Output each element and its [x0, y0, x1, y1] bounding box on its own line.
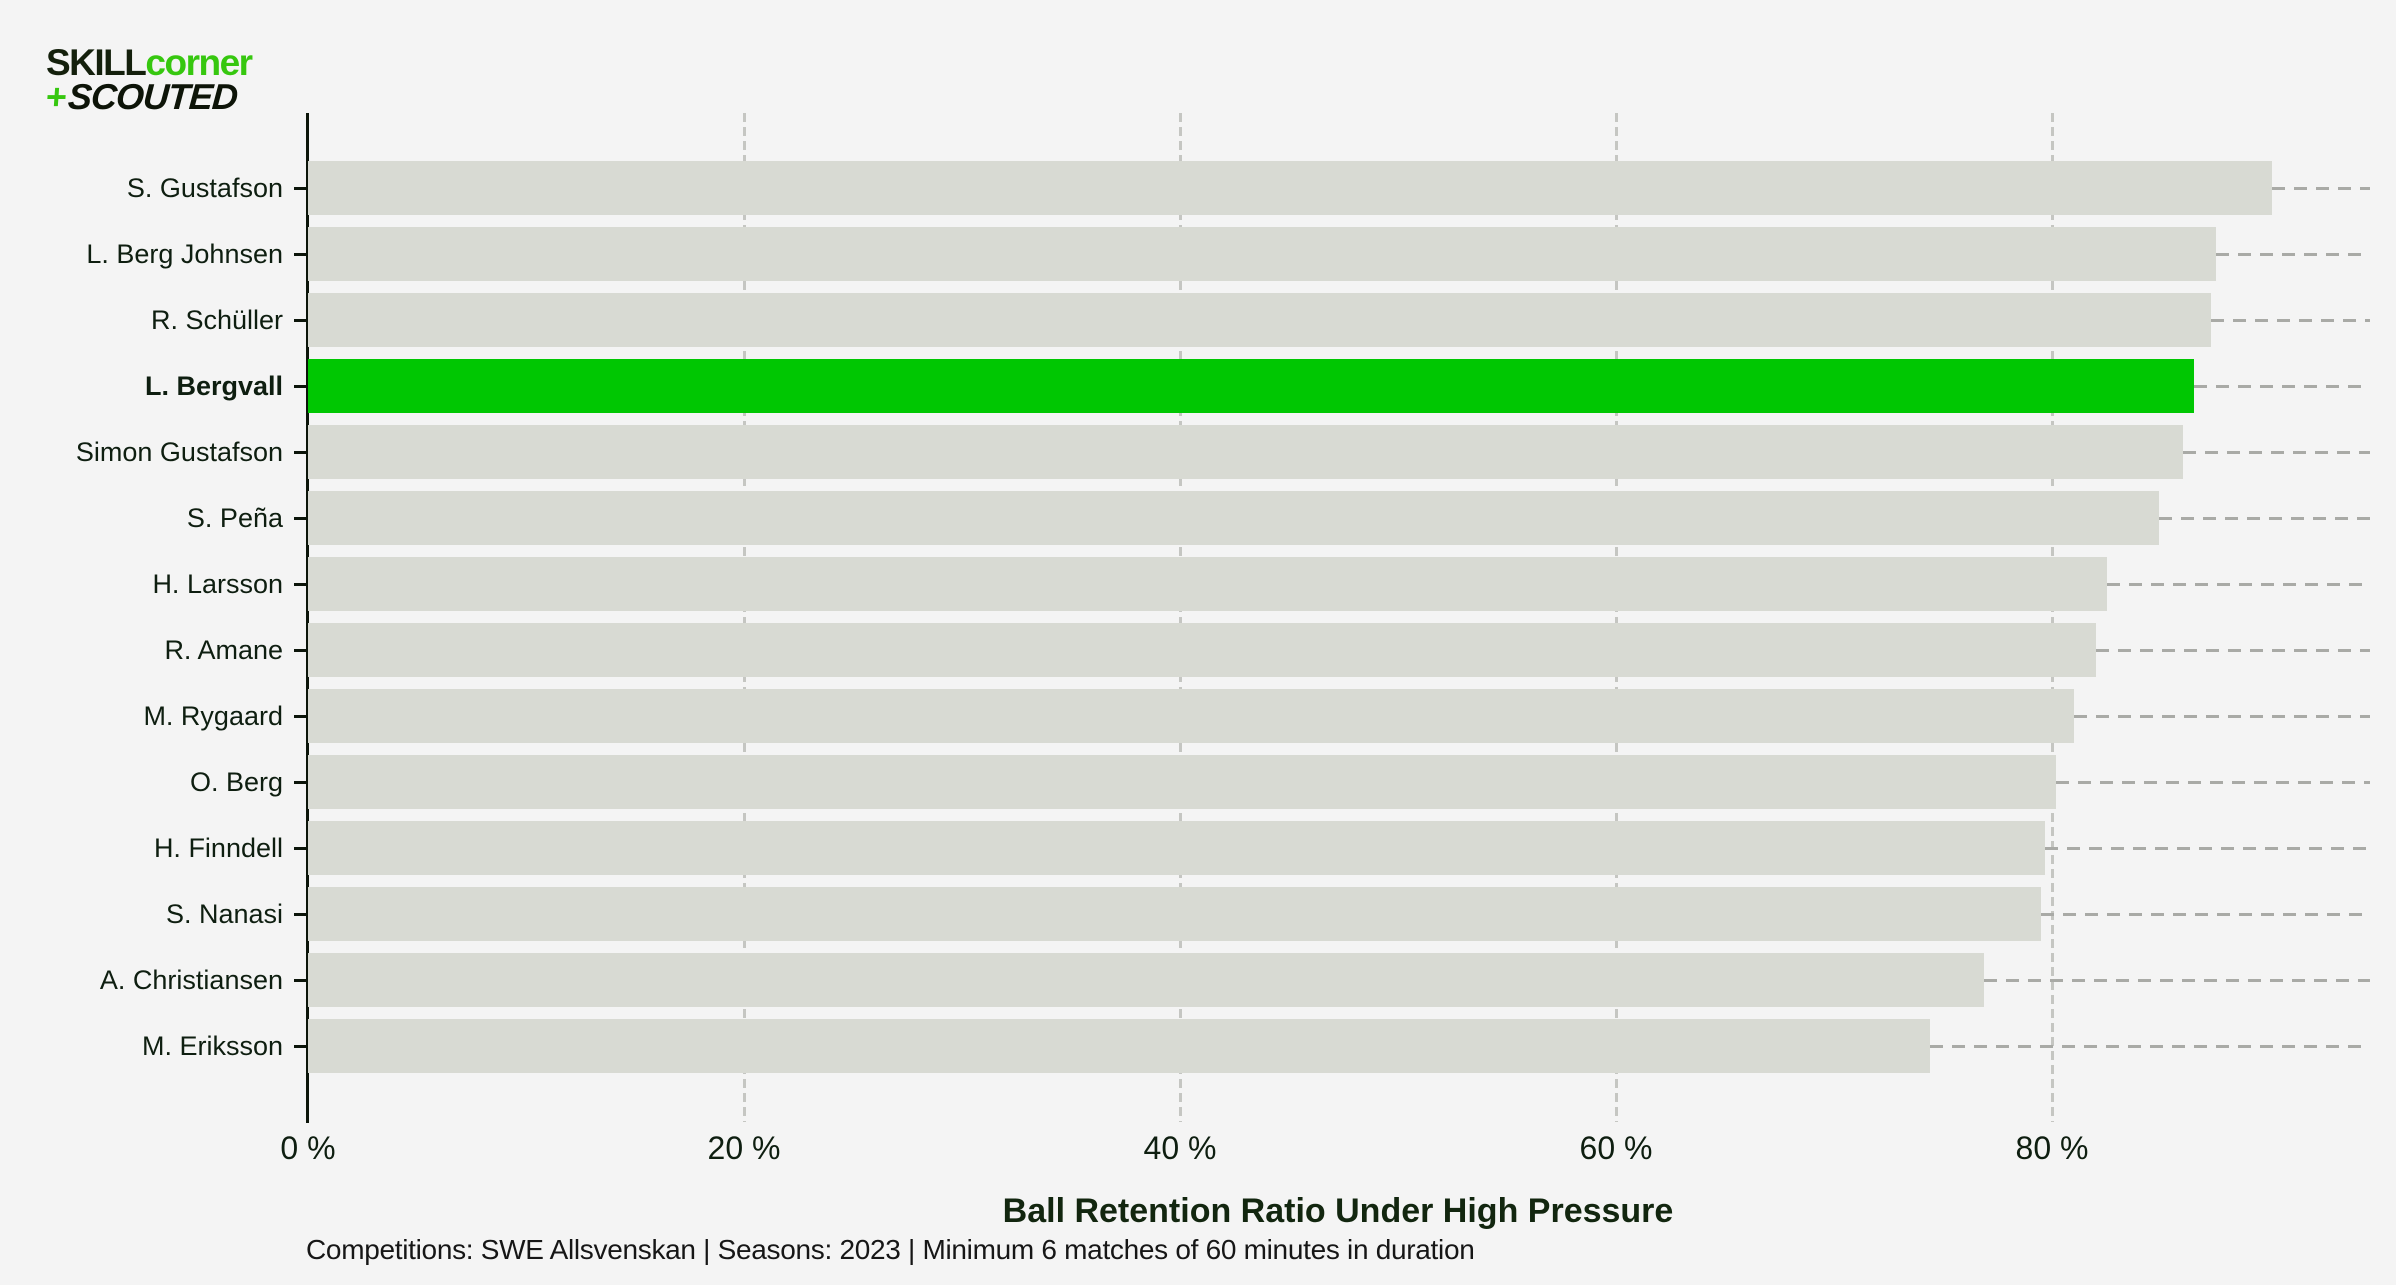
- bar-leader-line-4: [2194, 384, 2370, 388]
- player-label-9: M. Rygaard: [143, 701, 283, 731]
- y-tick-11: [294, 846, 308, 850]
- gridline-40-pct: [1178, 113, 1182, 1122]
- player-label-14: M. Eriksson: [141, 1031, 283, 1061]
- logo-line-scouted: +SCOUTED: [44, 76, 253, 117]
- gridline-20-pct: [742, 113, 746, 1122]
- y-tick-13: [294, 978, 308, 982]
- x-tick-label-0: 0 %: [280, 1130, 336, 1166]
- logo-corner: corner: [145, 42, 253, 83]
- y-tick-12: [294, 912, 308, 916]
- bar-leader-line-13: [1984, 978, 2370, 982]
- y-tick-7: [294, 582, 308, 586]
- logo-line-skillcorner: SKILLcorner: [46, 44, 253, 81]
- bar-leader-line-1: [2272, 186, 2370, 190]
- y-tick-9: [294, 714, 308, 718]
- player-label-5: Simon Gustafson: [75, 437, 283, 467]
- x-tick-label-80: 80 %: [2015, 1130, 2089, 1166]
- bar-leader-line-11: [2045, 846, 2370, 850]
- logo-plus-icon: +: [44, 76, 68, 117]
- player-label-13: A. Christiansen: [99, 965, 283, 995]
- player-bar-12: [308, 887, 2041, 941]
- bar-leader-line-6: [2159, 516, 2370, 520]
- player-bar-9: [308, 689, 2074, 743]
- player-label-4: L. Bergvall: [144, 371, 283, 401]
- y-tick-1: [294, 186, 308, 190]
- y-tick-2: [294, 252, 308, 256]
- gridline-80-pct: [2050, 113, 2054, 1122]
- player-label-3: R. Schüller: [150, 305, 283, 335]
- player-label-11: H. Finndell: [153, 833, 283, 863]
- bar-leader-line-10: [2056, 780, 2370, 784]
- player-label-2: L. Berg Johnsen: [86, 239, 283, 269]
- chart-footnote: Competitions: SWE Allsvenskan | Seasons:…: [306, 1234, 1475, 1265]
- player-bar-6: [308, 491, 2159, 545]
- x-tick-label-60: 60 %: [1579, 1130, 1653, 1166]
- y-tick-5: [294, 450, 308, 454]
- x-axis-title: Ball Retention Ratio Under High Pressure: [1002, 1192, 1674, 1230]
- player-label-8: R. Amane: [164, 635, 283, 665]
- bar-leader-line-7: [2107, 582, 2370, 586]
- bar-leader-line-3: [2211, 318, 2370, 322]
- player-bar-2: [308, 227, 2216, 281]
- player-bar-13: [308, 953, 1984, 1007]
- y-tick-10: [294, 780, 308, 784]
- bar-leader-line-8: [2096, 648, 2370, 652]
- player-bar-5: [308, 425, 2183, 479]
- x-tick-label-40: 40 %: [1143, 1130, 1217, 1166]
- bar-leader-line-12: [2041, 912, 2370, 916]
- y-tick-3: [294, 318, 308, 322]
- player-bar-10: [308, 755, 2056, 809]
- logo-scouted: SCOUTED: [66, 76, 239, 117]
- bar-chart-plot: [308, 113, 2396, 1122]
- player-label-12: S. Nanasi: [165, 899, 283, 929]
- player-bar-4: [308, 359, 2194, 413]
- bar-leader-line-9: [2074, 714, 2370, 718]
- player-label-6: S. Peña: [186, 503, 283, 533]
- gridline-60-pct: [1614, 113, 1618, 1122]
- player-bar-11: [308, 821, 2045, 875]
- player-label-1: S. Gustafson: [126, 173, 283, 203]
- player-bar-7: [308, 557, 2107, 611]
- logo-skill: SKILL: [46, 42, 147, 83]
- player-label-10: O. Berg: [189, 767, 283, 797]
- y-tick-14: [294, 1044, 308, 1048]
- y-tick-4: [294, 384, 308, 388]
- player-bar-1: [308, 161, 2272, 215]
- player-label-7: H. Larsson: [152, 569, 283, 599]
- y-axis-line: [306, 113, 309, 1123]
- bar-leader-line-2: [2216, 252, 2370, 256]
- player-bar-3: [308, 293, 2211, 347]
- x-tick-label-20: 20 %: [707, 1130, 781, 1166]
- player-bar-14: [308, 1019, 1930, 1073]
- skillcorner-scouted-logo: SKILLcorner +SCOUTED: [44, 44, 253, 117]
- bar-leader-line-14: [1930, 1044, 2370, 1048]
- player-bar-8: [308, 623, 2096, 677]
- y-tick-6: [294, 516, 308, 520]
- bar-leader-line-5: [2183, 450, 2370, 454]
- y-tick-8: [294, 648, 308, 652]
